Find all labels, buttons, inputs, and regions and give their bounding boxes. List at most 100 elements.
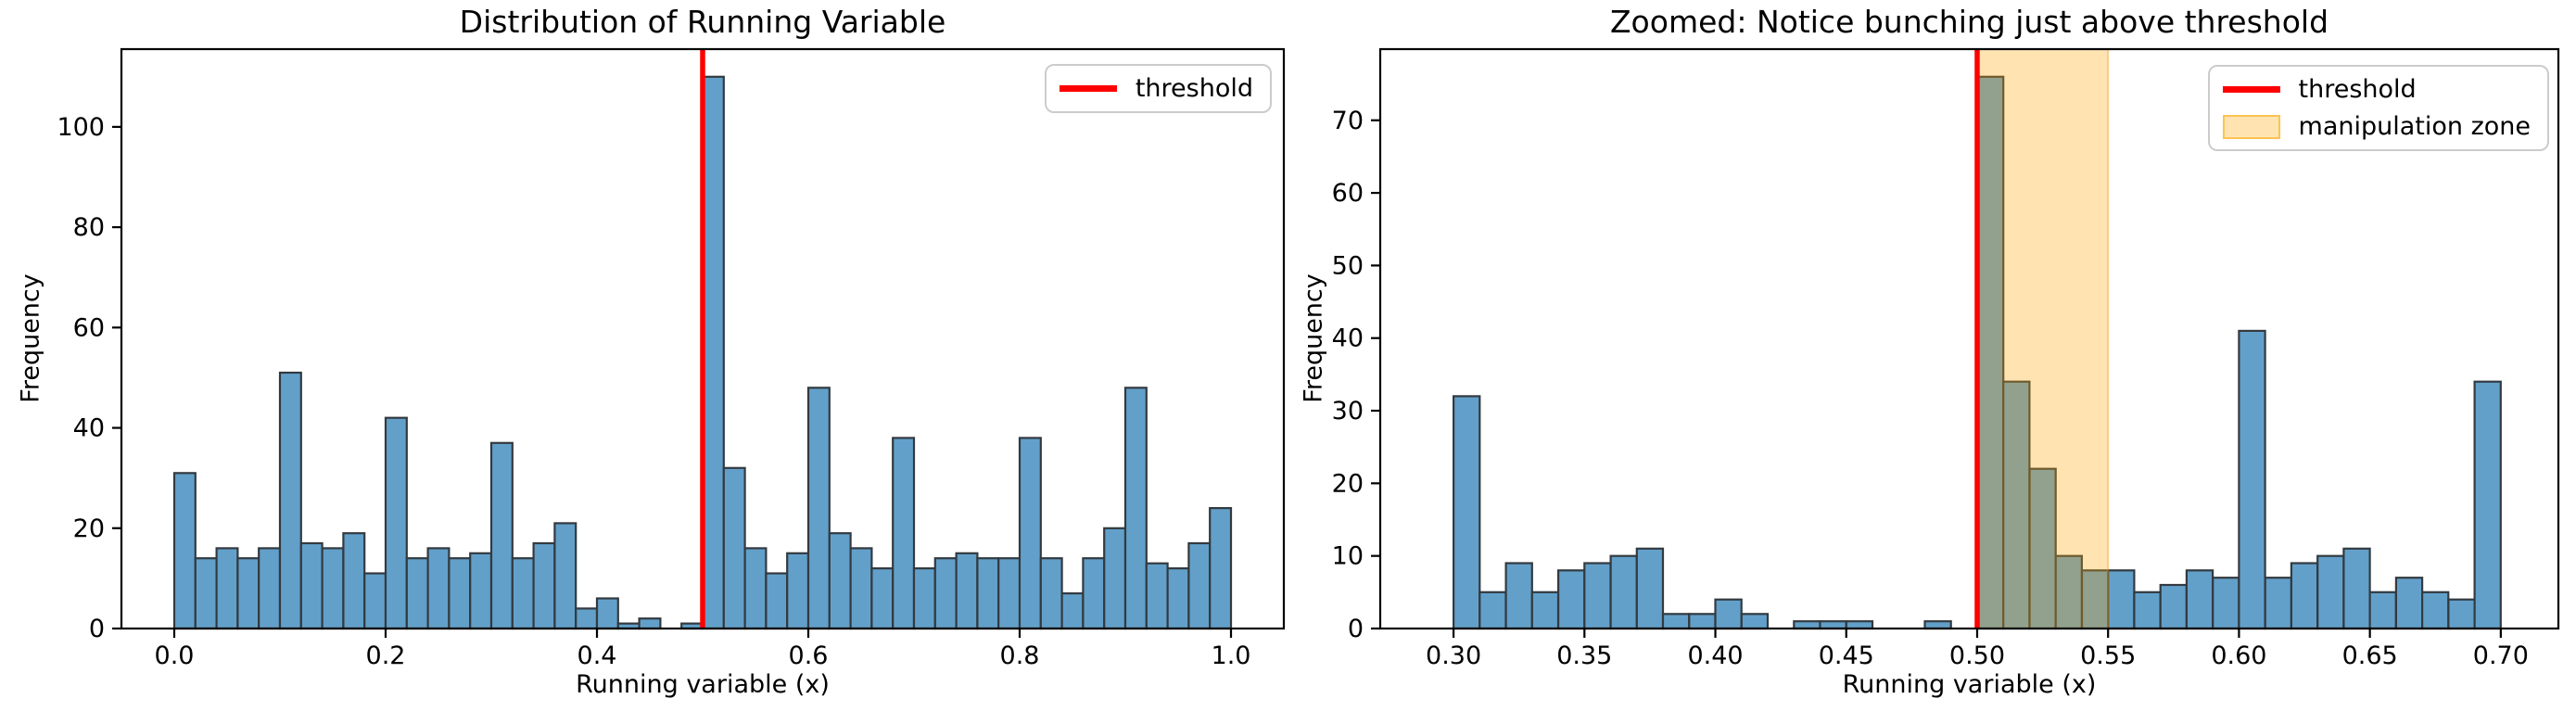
- y-tick-label: 60: [73, 313, 105, 342]
- histogram-bar: [1478, 591, 1507, 630]
- histogram-bar: [2028, 467, 2057, 630]
- left-x-axis-label: Running variable (x): [576, 670, 830, 699]
- histogram-bar: [1166, 566, 1190, 630]
- histogram-bar: [786, 552, 810, 630]
- y-tick-label: 40: [73, 414, 105, 443]
- histogram-bar: [1209, 506, 1233, 630]
- y-tick-label: 100: [57, 113, 105, 142]
- y-tick-label: 40: [1332, 324, 1364, 353]
- histogram-bar: [448, 557, 472, 630]
- histogram-bar: [1060, 591, 1085, 630]
- histogram-bar: [2238, 329, 2266, 630]
- histogram-bar: [976, 557, 1000, 630]
- histogram-bar: [1145, 562, 1169, 630]
- histogram-bar: [828, 532, 852, 630]
- y-tick-label: 50: [1332, 251, 1364, 280]
- manipulation-zone: [1976, 48, 2110, 629]
- histogram-bar: [2185, 569, 2214, 630]
- histogram-bar: [532, 541, 556, 630]
- histogram-bar: [469, 552, 493, 630]
- histogram-bar: [2473, 380, 2502, 630]
- histogram-bar: [912, 566, 936, 630]
- y-tick-label: 0: [1348, 615, 1364, 643]
- histogram-bar: [1740, 613, 1770, 630]
- y-tick-label: 70: [1332, 107, 1364, 135]
- histogram-bar: [997, 557, 1022, 630]
- x-tick-label: 0.65: [2342, 641, 2398, 670]
- histogram-bar: [1530, 591, 1560, 630]
- histogram-bar: [2290, 562, 2319, 630]
- histogram-bar: [1975, 75, 2005, 630]
- legend-label: threshold: [2298, 75, 2417, 104]
- histogram-bar: [194, 557, 218, 630]
- histogram-bars: [172, 75, 1233, 630]
- histogram-bar: [870, 566, 895, 630]
- histogram-bar: [1688, 613, 1717, 630]
- histogram-bar: [1123, 387, 1148, 630]
- histogram-bar: [849, 547, 873, 630]
- histogram-bar: [1103, 527, 1127, 630]
- histogram-bar: [384, 416, 408, 630]
- histogram-bar: [405, 557, 429, 630]
- histogram-bar: [1661, 613, 1691, 630]
- right-y-axis-label: Frequency: [1299, 273, 1328, 403]
- histogram-bar: [426, 547, 450, 630]
- histogram-bar: [1039, 557, 1063, 630]
- histogram-bar: [2264, 577, 2292, 630]
- left-y-axis-label: Frequency: [16, 273, 45, 403]
- histogram-bar: [1609, 554, 1638, 630]
- histogram-bar: [342, 532, 366, 630]
- histogram-bar: [215, 547, 239, 630]
- histogram-bar: [2316, 554, 2345, 630]
- histogram-bar: [638, 617, 662, 630]
- x-tick-label: 0.30: [1426, 641, 1481, 670]
- histogram-bar: [1556, 569, 1586, 630]
- histogram-bar: [2080, 569, 2110, 630]
- x-tick-label: 0.2: [366, 641, 406, 670]
- histogram-bar: [933, 557, 958, 630]
- histogram-bar: [1187, 541, 1212, 630]
- histogram-bar: [2421, 591, 2450, 630]
- right-x-axis-label: Running variable (x): [1842, 670, 2097, 699]
- y-tick-label: 20: [73, 514, 105, 543]
- histogram-bar: [172, 472, 197, 630]
- x-tick-label: 0.6: [789, 641, 829, 670]
- histogram-bar: [2212, 577, 2240, 630]
- histogram-bar: [701, 75, 725, 630]
- histogram-bar: [1793, 620, 1821, 630]
- legend-line-swatch: [2222, 86, 2280, 93]
- histogram-bar: [1819, 620, 1847, 630]
- histogram-bar: [2159, 583, 2188, 630]
- histogram-bar: [236, 557, 260, 630]
- histogram-bar: [2107, 569, 2136, 630]
- histogram-bar: [2368, 591, 2397, 630]
- x-tick-label: 0.55: [2080, 641, 2136, 670]
- right-histogram: 0.30 0.35 0.40 0.45 0.50 0.55 0.60 0.65 0.70 0 10 2…: [1332, 47, 2560, 670]
- axes-frame: [120, 47, 1286, 630]
- histogram-bar: [1845, 620, 1874, 630]
- x-tick-label: 0.40: [1687, 641, 1743, 670]
- histogram-bar: [2133, 591, 2162, 630]
- histogram-bar: [1504, 562, 1533, 630]
- histogram-bar: [553, 522, 577, 630]
- legend-item-manipulation-zone: manipulation zone: [2222, 112, 2531, 141]
- right-legend: threshold manipulation zone: [2207, 65, 2549, 151]
- y-tick-label: 80: [73, 213, 105, 242]
- legend-label: threshold: [1135, 74, 1253, 103]
- histogram-bar: [743, 547, 768, 630]
- x-tick-label: 0.0: [155, 641, 195, 670]
- y-tick-label: 20: [1332, 469, 1364, 498]
- left-histogram: 0.0 0.2 0.4 0.6 0.8 1.0 0 20 40 60 80 100: [57, 47, 1286, 670]
- y-tick-label: 10: [1332, 542, 1364, 571]
- histogram-bar: [278, 371, 302, 630]
- histogram-bar: [955, 552, 979, 630]
- histogram-bar: [1923, 620, 1952, 630]
- legend-item-threshold: threshold: [2222, 75, 2531, 104]
- histogram-bar: [2342, 547, 2371, 630]
- histogram-bar: [511, 557, 535, 630]
- y-tick-label: 60: [1332, 179, 1364, 208]
- histogram-bar: [1452, 395, 1481, 630]
- left-chart-title: Distribution of Running Variable: [459, 4, 946, 40]
- legend-label: manipulation zone: [2298, 112, 2531, 141]
